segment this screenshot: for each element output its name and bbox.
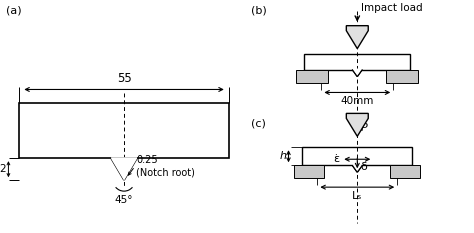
Polygon shape — [111, 157, 137, 181]
Polygon shape — [352, 164, 362, 171]
Text: (a): (a) — [7, 6, 22, 16]
Text: δ: δ — [360, 162, 367, 172]
Bar — [302, 147, 412, 165]
Polygon shape — [352, 69, 362, 75]
Text: (b): (b) — [251, 6, 266, 16]
Text: 55: 55 — [117, 72, 131, 86]
Bar — [19, 103, 229, 158]
Bar — [390, 165, 420, 178]
Bar — [386, 69, 418, 83]
Text: P: P — [360, 123, 367, 133]
Polygon shape — [346, 113, 368, 136]
Text: 45°: 45° — [115, 195, 133, 205]
Text: h: h — [280, 151, 287, 161]
Text: ε̇: ε̇ — [333, 154, 339, 164]
Text: Lₛ: Lₛ — [352, 191, 363, 201]
Bar — [304, 54, 410, 69]
Text: (Notch root): (Notch root) — [136, 167, 195, 177]
Bar — [296, 69, 328, 83]
Text: 2: 2 — [0, 164, 6, 174]
Polygon shape — [346, 26, 368, 49]
Text: Impact load: Impact load — [361, 3, 423, 13]
Text: (c): (c) — [251, 118, 265, 128]
Text: 0.25: 0.25 — [136, 155, 158, 165]
Text: 40mm: 40mm — [341, 96, 374, 106]
Bar — [294, 165, 324, 178]
